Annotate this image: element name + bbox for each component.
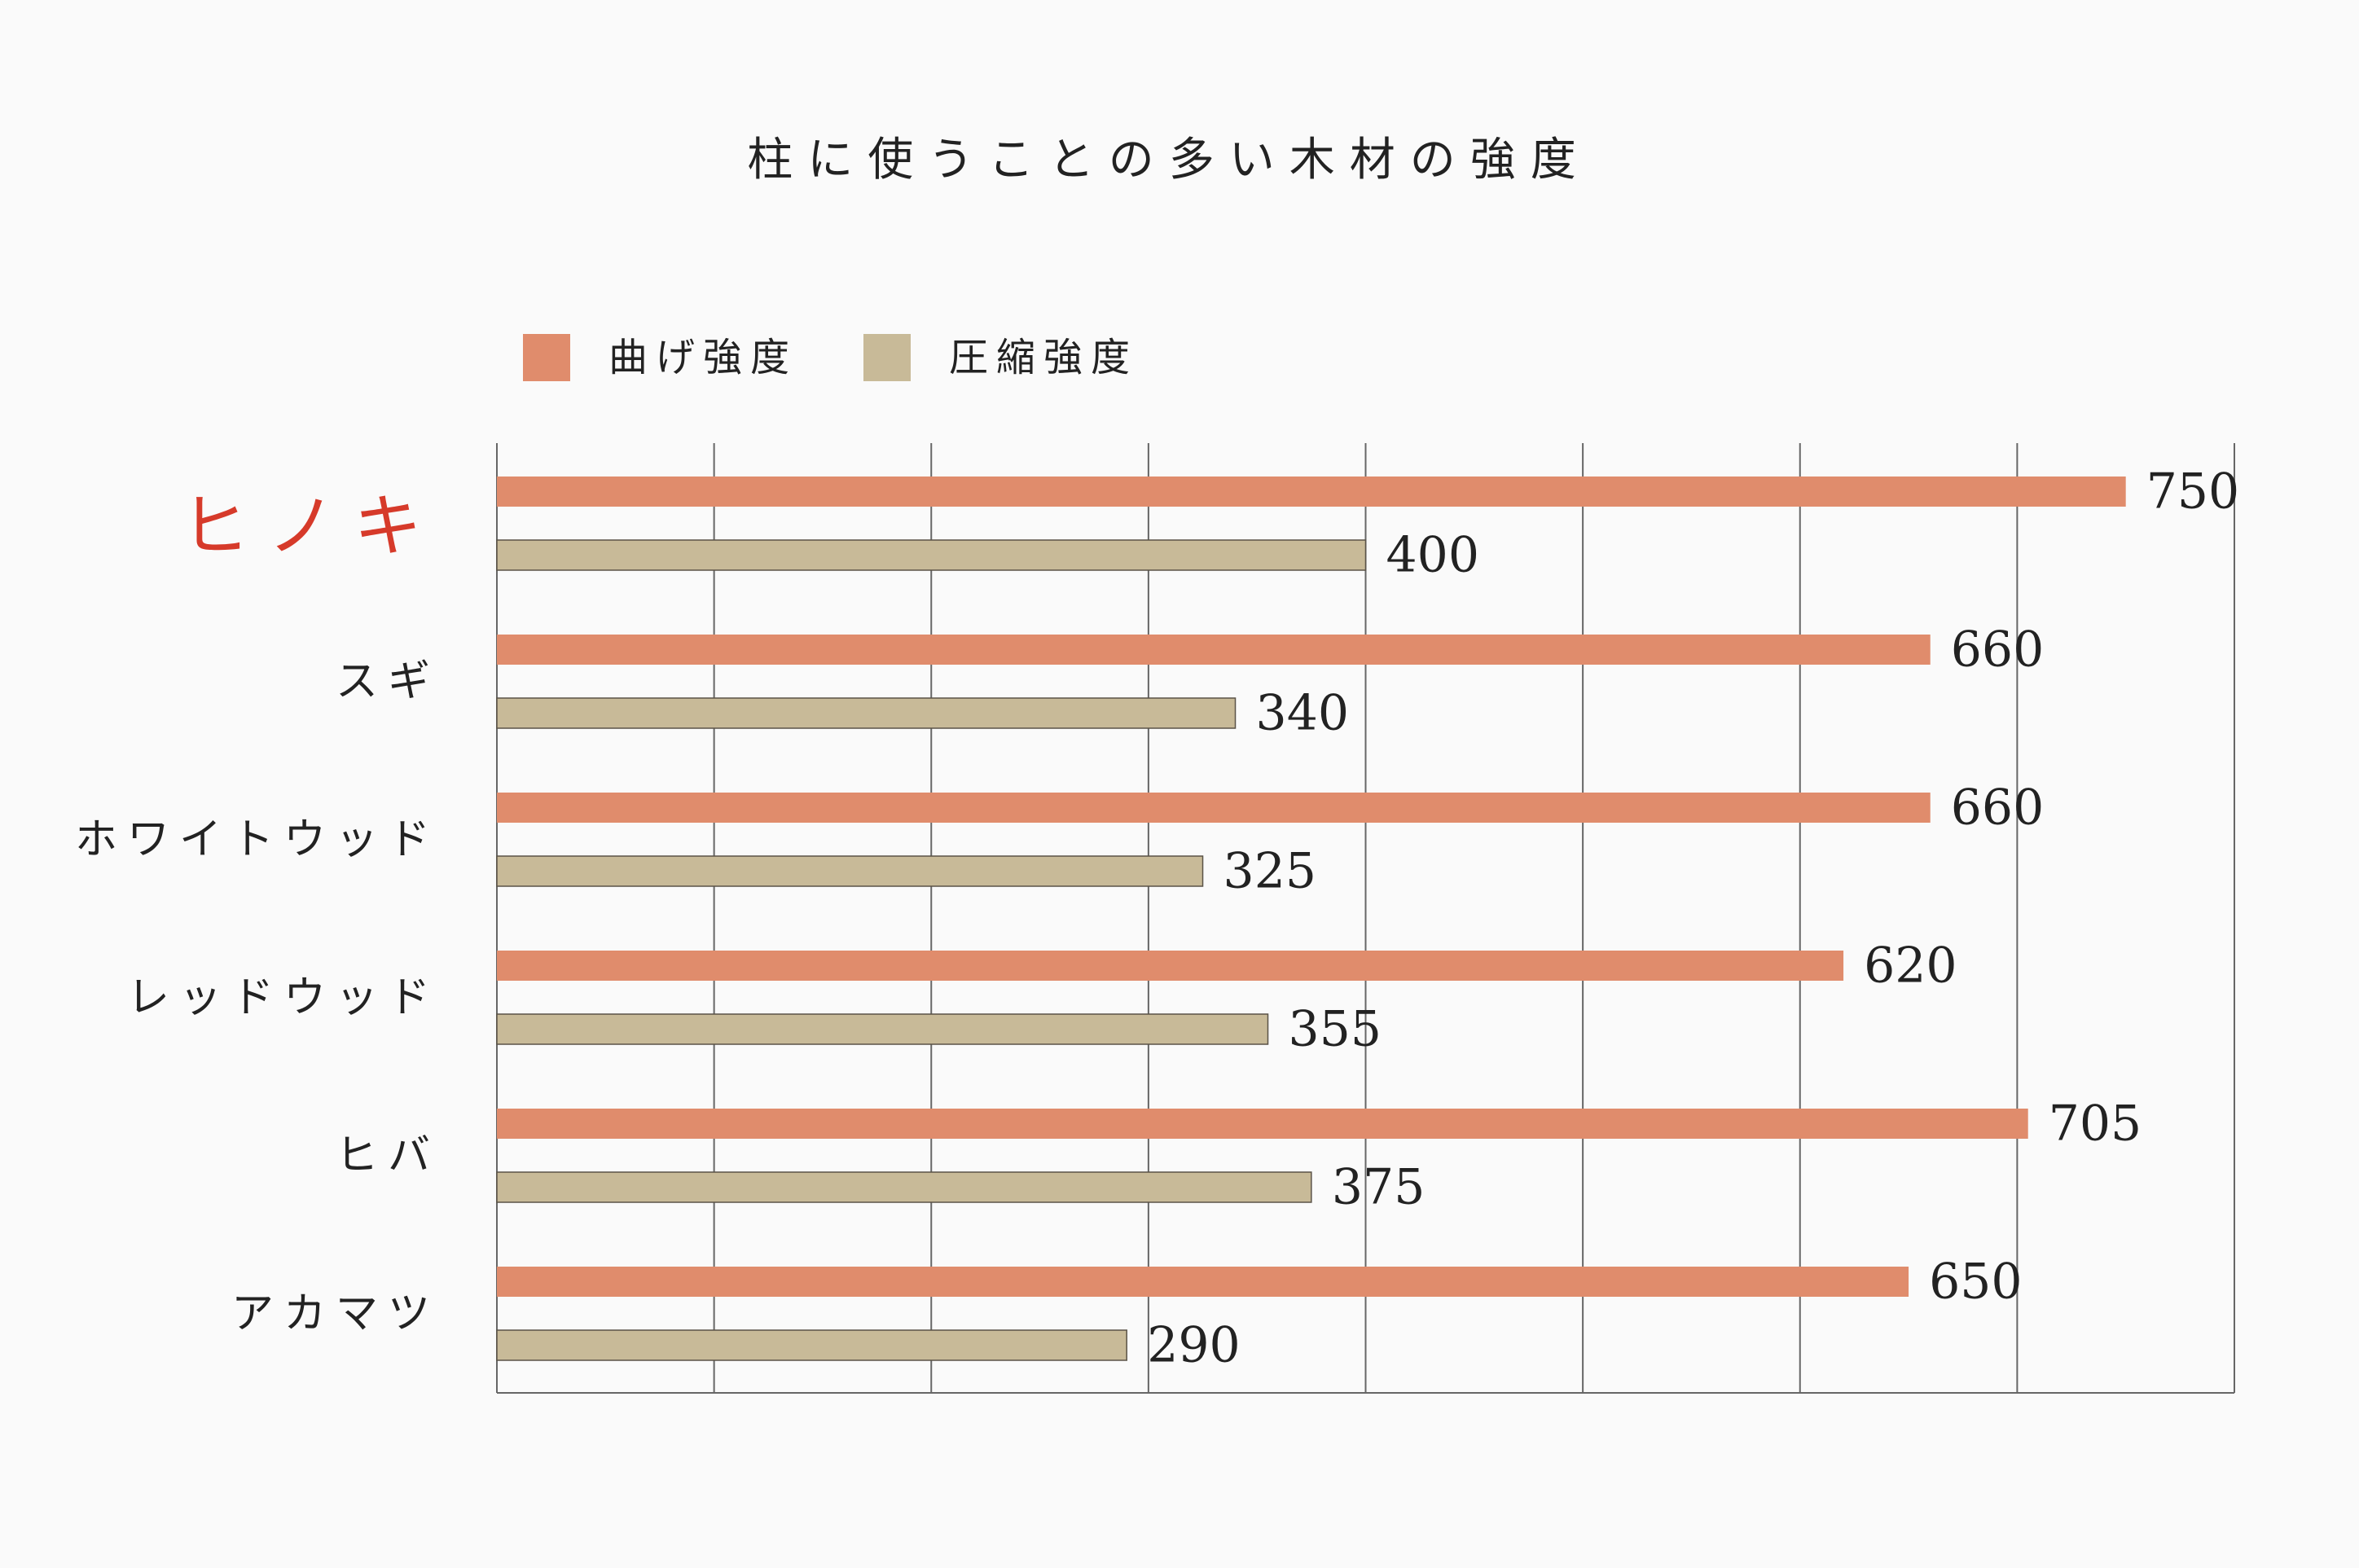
bar-5-1 xyxy=(496,1329,1127,1361)
value-label-1-1: 340 xyxy=(1256,685,1350,742)
chart-title: 柱に使うことの多い木材の強度 xyxy=(747,134,1590,187)
category-label-4: ヒバ xyxy=(336,1131,440,1180)
bar-0-0 xyxy=(497,477,2126,507)
value-label-0-0: 750 xyxy=(2146,463,2240,520)
value-labels: 750 400 660 340 660 325 620 355 705 375 650 290 xyxy=(1147,463,2239,1374)
value-label-0-1: 400 xyxy=(1386,527,1480,584)
category-label-0: ヒノキ xyxy=(181,486,440,566)
bar-2-0 xyxy=(497,793,1931,823)
bar-0-1 xyxy=(496,539,1367,571)
legend-swatch-0 xyxy=(523,334,570,381)
value-label-4-1: 375 xyxy=(1332,1159,1426,1216)
bar-2-1 xyxy=(496,855,1204,887)
legend-label-1: 圧縮強度 xyxy=(949,335,1138,380)
value-label-4-0: 705 xyxy=(2049,1096,2142,1153)
value-label-1-0: 660 xyxy=(1951,621,2045,679)
category-label-5: アカマツ xyxy=(231,1289,440,1338)
value-label-5-1: 290 xyxy=(1147,1317,1241,1374)
category-label-3: レッドウッド xyxy=(127,973,440,1022)
value-label-2-0: 660 xyxy=(1951,780,2045,837)
bar-3-1 xyxy=(496,1013,1269,1045)
value-label-5-0: 650 xyxy=(1929,1254,2023,1311)
value-label-2-1: 325 xyxy=(1223,843,1317,900)
value-label-3-0: 620 xyxy=(1864,938,1957,995)
bar-5-0 xyxy=(497,1267,1909,1297)
legend-label-0: 曲げ強度 xyxy=(608,335,797,380)
value-label-3-1: 355 xyxy=(1289,1001,1382,1058)
legend: 曲げ強度 圧縮強度 xyxy=(523,334,1138,381)
gridlines xyxy=(496,443,2235,1394)
bar-4-1 xyxy=(496,1171,1312,1203)
bars xyxy=(496,477,2126,1361)
bar-1-1 xyxy=(496,697,1237,729)
bar-4-0 xyxy=(497,1109,2028,1139)
legend-swatch-1 xyxy=(863,334,911,381)
category-label-1: スギ xyxy=(336,657,440,706)
bar-3-0 xyxy=(497,951,1844,981)
category-label-2: ホワイトウッド xyxy=(75,815,440,864)
bar-1-0 xyxy=(497,635,1931,665)
